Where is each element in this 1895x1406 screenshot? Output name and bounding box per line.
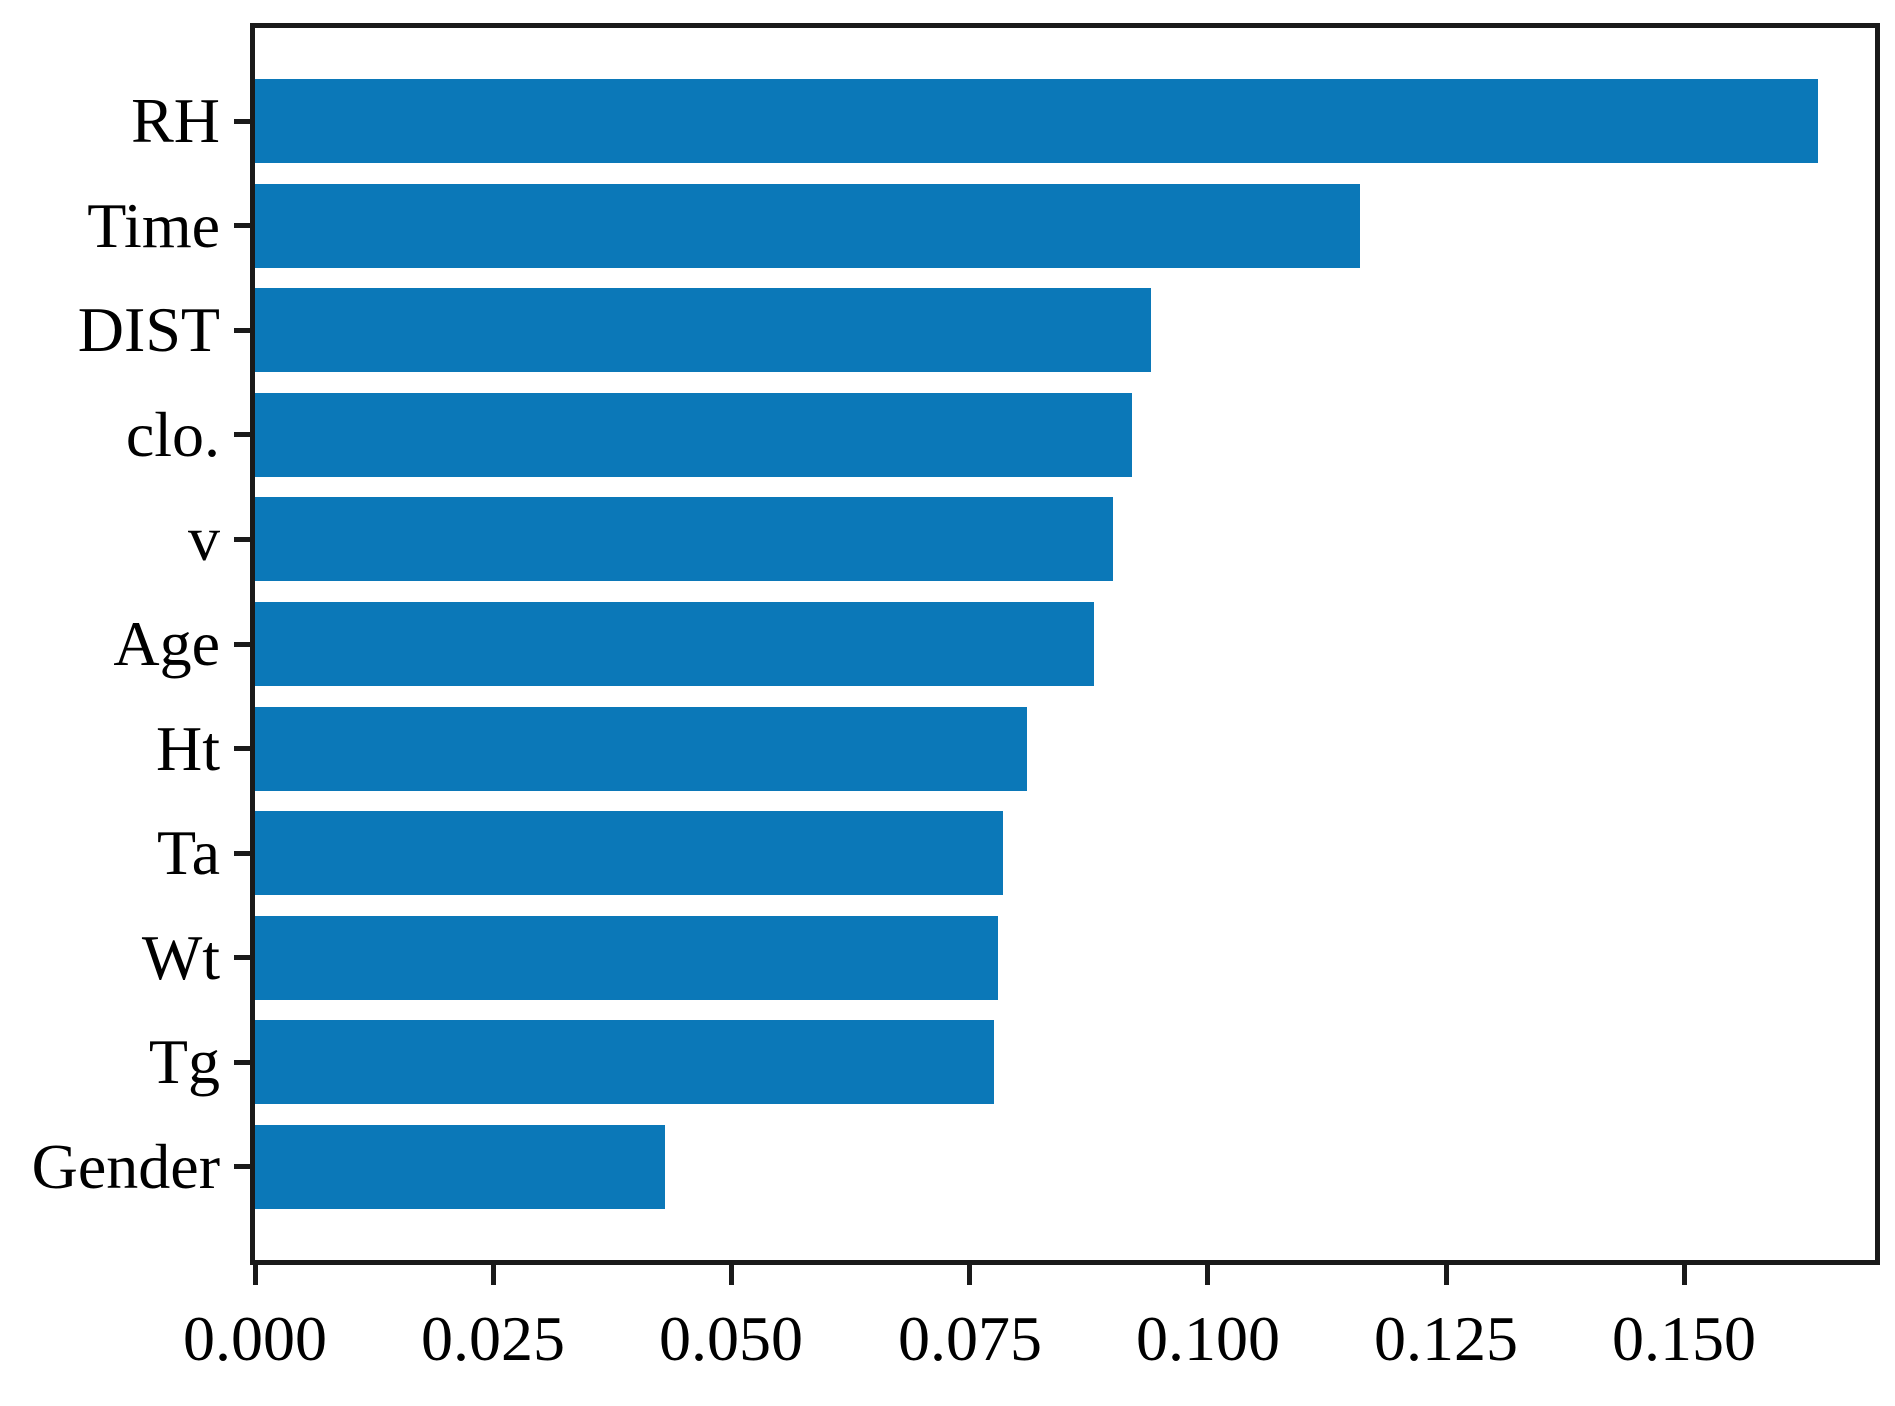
x-tick-label: 0.150 [1612,1303,1756,1374]
y-axis-label: Gender [31,1131,220,1202]
bar-wt [255,916,998,1000]
y-tick-mark [234,955,250,960]
y-tick-mark [234,746,250,751]
x-tick-label: 0.025 [421,1303,565,1374]
y-axis-label: DIST [77,294,220,365]
y-axis-label: Ta [156,817,220,888]
x-tick-mark [967,1265,972,1285]
bar-gender [255,1125,665,1209]
x-tick-label: 0.125 [1374,1303,1518,1374]
y-tick-mark [234,642,250,647]
x-tick-label: 0.075 [898,1303,1042,1374]
y-axis-label: Age [113,608,220,679]
y-tick-mark [234,432,250,437]
x-tick-mark [491,1265,496,1285]
y-tick-mark [234,328,250,333]
bar-v [255,497,1113,581]
y-tick-mark [234,1164,250,1169]
x-tick-mark [1205,1265,1210,1285]
y-axis-label: Ht [156,713,220,784]
x-tick-mark [1444,1265,1449,1285]
y-axis-label: clo. [125,399,220,470]
y-tick-mark [234,1060,250,1065]
bar-ht [255,707,1027,791]
x-tick-label: 0.000 [183,1303,327,1374]
bar-rh [255,79,1818,163]
bar-age [255,602,1094,686]
y-axis-label: v [188,503,220,574]
bar-ta [255,811,1003,895]
y-tick-mark [234,537,250,542]
y-tick-mark [234,119,250,124]
x-tick-mark [729,1265,734,1285]
y-tick-mark [234,851,250,856]
bar-dist [255,288,1151,372]
bar-tg [255,1020,994,1104]
x-tick-label: 0.100 [1136,1303,1280,1374]
y-axis-label: Time [87,190,220,261]
x-tick-label: 0.050 [659,1303,803,1374]
y-axis-label: Tg [148,1026,220,1097]
y-tick-mark [234,223,250,228]
x-tick-mark [1682,1265,1687,1285]
x-tick-mark [253,1265,258,1285]
bar-time [255,184,1360,268]
bar-clo [255,393,1132,477]
y-axis-label: RH [131,85,220,156]
y-axis-label: Wt [141,922,220,993]
